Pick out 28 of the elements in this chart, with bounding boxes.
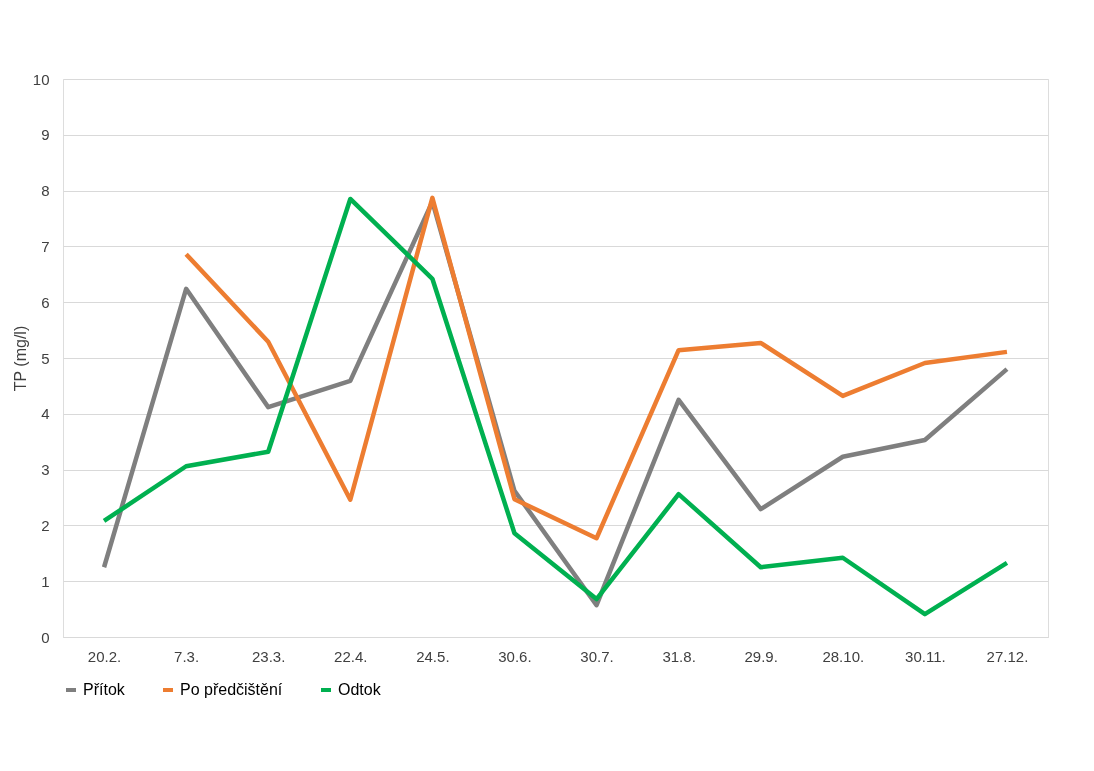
y-tick-label: 2 bbox=[41, 516, 50, 534]
x-tick-label: 30.6. bbox=[498, 647, 532, 665]
y-tick-label: 7 bbox=[41, 237, 50, 255]
y-tick-label: 3 bbox=[41, 461, 50, 479]
x-tick-label: 31.8. bbox=[662, 647, 696, 665]
y-tick-label: 8 bbox=[41, 182, 50, 200]
x-tick-label: 22.4. bbox=[334, 647, 368, 665]
x-tick-label: 24.5. bbox=[416, 647, 450, 665]
legend-label: Po předčištění bbox=[180, 681, 283, 698]
x-tick-label: 23.3. bbox=[252, 647, 286, 665]
x-tick-label: 30.7. bbox=[580, 647, 614, 665]
y-tick-label: 0 bbox=[41, 628, 50, 646]
y-tick-label: 6 bbox=[41, 293, 50, 311]
x-tick-label: 20.2. bbox=[87, 647, 122, 665]
x-tick-label: 30.11. bbox=[905, 647, 946, 665]
x-tick-label: 27.12. bbox=[986, 647, 1029, 665]
x-tick-label: 28.10. bbox=[822, 647, 865, 665]
line-series bbox=[183, 195, 1010, 541]
legend-label: Přítok bbox=[83, 681, 126, 698]
y-tick-label: 1 bbox=[41, 572, 50, 590]
y-tick-label: 5 bbox=[41, 349, 50, 367]
y-tick-label: 9 bbox=[41, 126, 50, 144]
legend-label: Odtok bbox=[338, 681, 382, 698]
x-tick-label: 7.3. bbox=[174, 647, 200, 665]
x-tick-label: 29.9. bbox=[744, 647, 778, 665]
y-tick-label: 4 bbox=[41, 405, 50, 423]
y-axis-title: TP (mg/l) bbox=[11, 325, 29, 392]
y-tick-label: 10 bbox=[32, 70, 50, 88]
